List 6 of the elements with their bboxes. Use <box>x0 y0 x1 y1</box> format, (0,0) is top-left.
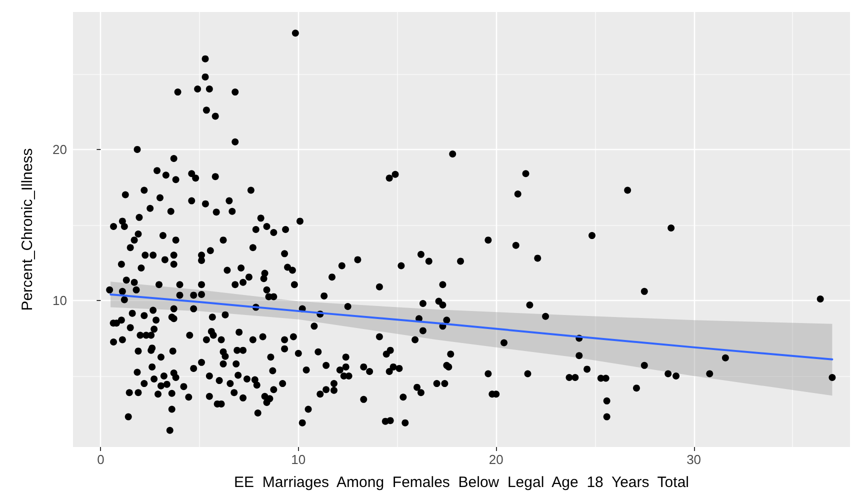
x-axis-title: EE Marriages Among Females Below Legal Age 18 Years Total <box>234 474 689 491</box>
x-tick-label: 30 <box>686 452 702 467</box>
x-tick-label: 0 <box>97 452 104 467</box>
x-tick-label: 10 <box>291 452 306 467</box>
x-tick-label: 20 <box>488 452 504 467</box>
y-axis-title: Percent_Chronic_Illness <box>19 148 36 311</box>
